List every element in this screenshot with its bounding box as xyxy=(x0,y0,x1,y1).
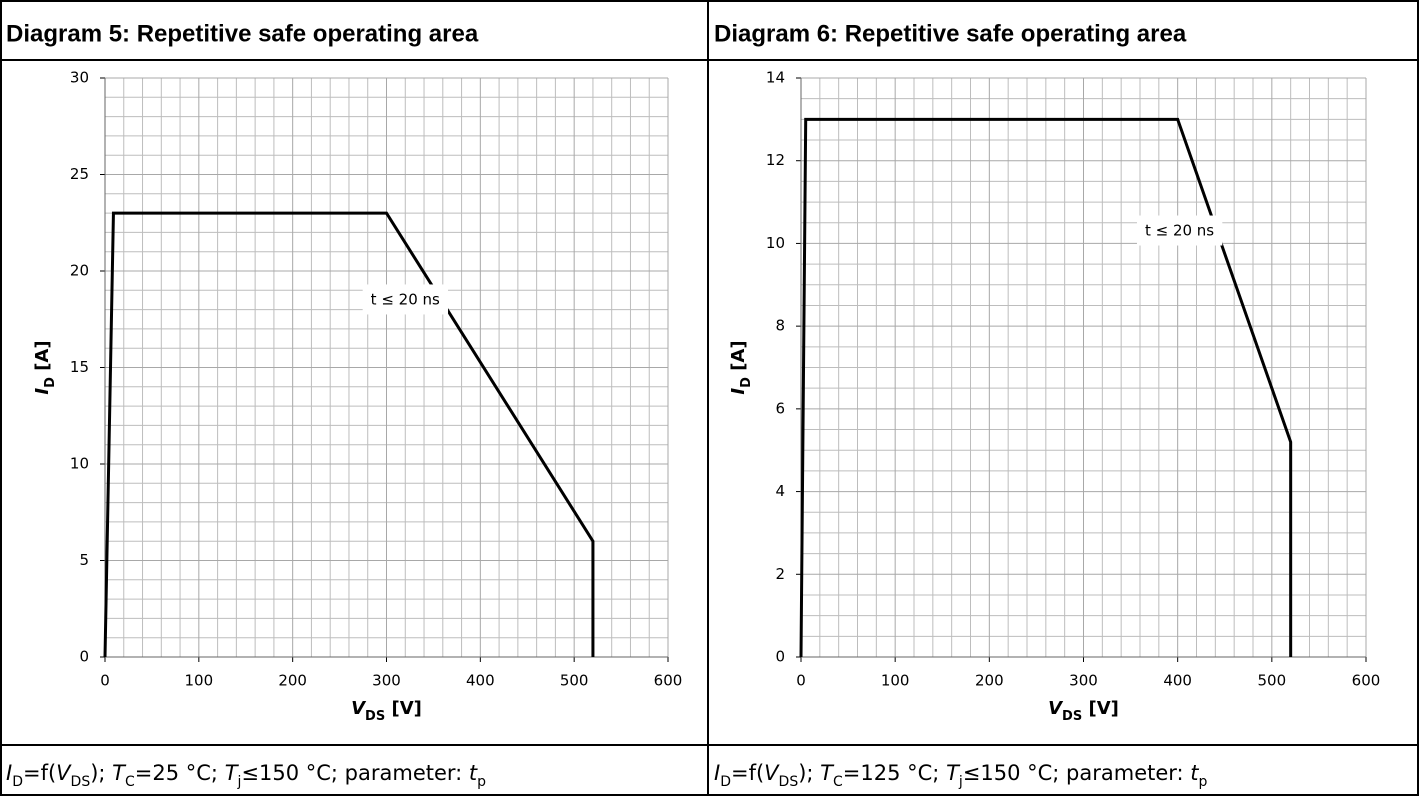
axis-label-sub: DS xyxy=(365,709,385,724)
y-tick-label: 0 xyxy=(775,648,785,666)
caption-part: C xyxy=(125,774,135,790)
axis-label-sub: D xyxy=(739,377,754,388)
chart-title: Diagram 5: Repetitive safe operating are… xyxy=(6,20,479,47)
axis-label-unit: [V] xyxy=(1088,698,1118,719)
y-tick-label: 14 xyxy=(766,69,785,87)
chart-title: Diagram 6: Repetitive safe operating are… xyxy=(714,20,1187,47)
y-tick-label: 6 xyxy=(775,399,785,417)
y-tick-label: 12 xyxy=(766,151,785,169)
x-tick-label: 200 xyxy=(975,672,1004,690)
caption: ID=f(VDS); TC=25 °C; Tj≤150 °C; paramete… xyxy=(6,761,486,790)
x-tick-label: 500 xyxy=(1258,672,1287,690)
axis-label-unit: [A] xyxy=(32,340,53,370)
y-tick-label: 10 xyxy=(70,455,89,473)
caption: ID=f(VDS); TC=125 °C; Tj≤150 °C; paramet… xyxy=(714,761,1208,790)
caption-part: t xyxy=(1190,761,1199,785)
axis-label-sub: DS xyxy=(1062,709,1082,724)
x-tick-label: 600 xyxy=(654,672,683,690)
caption-part: j xyxy=(958,774,963,790)
caption-part: T xyxy=(225,761,240,785)
caption-part: T xyxy=(946,761,961,785)
annotation: t ≤ 20 ns xyxy=(371,290,440,308)
axis-label-main: V xyxy=(1048,698,1064,719)
x-tick-label: 300 xyxy=(1069,672,1098,690)
x-tick-label: 300 xyxy=(372,672,401,690)
data-line xyxy=(103,211,595,658)
x-axis-label: VDS [V] xyxy=(1048,698,1119,724)
axis-label-unit: [V] xyxy=(391,698,421,719)
axis-label-main: I xyxy=(32,388,53,395)
x-tick-label: 0 xyxy=(100,672,110,690)
caption-part: ≤150 °C; parameter: xyxy=(963,761,1191,785)
x-tick-label: 0 xyxy=(796,672,806,690)
x-tick-label: 400 xyxy=(466,672,495,690)
annotation-background xyxy=(1136,215,1223,246)
axis-label-unit: [A] xyxy=(728,340,749,370)
y-tick-label: 8 xyxy=(775,317,785,335)
caption-part: =f( xyxy=(23,761,56,785)
x-tick-label: 200 xyxy=(278,672,307,690)
caption-part: D xyxy=(12,774,23,790)
caption-part: =25 °C; xyxy=(135,761,225,785)
y-tick-label: 20 xyxy=(70,262,89,280)
annotation: t ≤ 20 ns xyxy=(1145,222,1214,240)
x-tick-label: 600 xyxy=(1352,672,1381,690)
axis-label-main: V xyxy=(351,698,367,719)
axis-label-main: I xyxy=(728,388,749,395)
caption-part: I xyxy=(6,761,12,785)
caption-part: D xyxy=(720,774,731,790)
caption-part: T xyxy=(820,761,835,785)
x-tick-label: 100 xyxy=(185,672,214,690)
y-tick-label: 25 xyxy=(70,165,89,183)
x-tick-label: 500 xyxy=(560,672,589,690)
caption-part: DS xyxy=(71,774,91,790)
y-axis-label: ID [A] xyxy=(32,340,58,394)
y-tick-label: 30 xyxy=(70,69,89,87)
caption-part: ); xyxy=(90,761,112,785)
caption-part: V xyxy=(764,761,780,785)
y-axis-label: ID [A] xyxy=(728,340,754,394)
caption-part: t xyxy=(469,761,478,785)
y-tick-label: 15 xyxy=(70,358,89,376)
x-tick-label: 400 xyxy=(1163,672,1192,690)
caption-part: I xyxy=(714,761,720,785)
data-line xyxy=(799,117,1293,658)
caption-part: ≤150 °C; parameter: xyxy=(241,761,469,785)
caption-part: ); xyxy=(798,761,820,785)
y-tick-label: 0 xyxy=(79,648,89,666)
caption-part: DS xyxy=(779,774,799,790)
annotation-background xyxy=(362,284,449,315)
caption-part: p xyxy=(477,774,486,790)
y-tick-label: 10 xyxy=(766,234,785,252)
caption-part: =125 °C; xyxy=(843,761,946,785)
caption-part: =f( xyxy=(731,761,764,785)
y-tick-label: 4 xyxy=(775,482,785,500)
caption-part: j xyxy=(237,774,242,790)
y-tick-label: 2 xyxy=(775,565,785,583)
y-tick-label: 5 xyxy=(79,551,89,569)
caption-part: C xyxy=(833,774,843,790)
x-tick-label: 100 xyxy=(881,672,910,690)
x-axis-label: VDS [V] xyxy=(351,698,422,724)
caption-part: p xyxy=(1199,774,1208,790)
axis-label-sub: D xyxy=(43,377,58,388)
caption-part: T xyxy=(112,761,127,785)
caption-part: V xyxy=(56,761,72,785)
